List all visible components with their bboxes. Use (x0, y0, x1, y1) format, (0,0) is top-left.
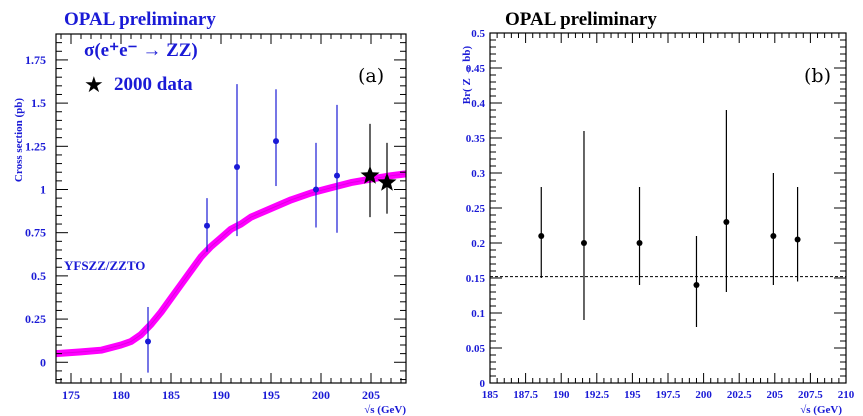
panel-b-ytick-label: 0 (480, 378, 486, 390)
panel-a-xtick-label: 175 (62, 388, 80, 402)
panel-b-xtick-label: 202.5 (727, 389, 752, 401)
panel-a-frame (55, 33, 407, 384)
panel-b-ytick-label: 0.35 (466, 133, 486, 145)
panel-b-xtick-label: 187.5 (513, 389, 538, 401)
panel-b-ytick-label: 0.3 (471, 168, 485, 180)
panel-b-xtick-label: 185 (482, 389, 499, 401)
panel-b-frame (489, 32, 847, 384)
panel-a-point (204, 222, 210, 229)
panel-a: OPAL preliminary σ(e⁺e⁻ → ZZ) ★ 2000 dat… (13, 9, 407, 416)
panel-a-point (273, 138, 279, 145)
panel-b-header: OPAL preliminary (505, 9, 657, 30)
panel-b-xtick-label: 205 (767, 389, 784, 401)
panel-a-point (145, 338, 151, 345)
panel-b-point (580, 240, 587, 246)
panel-a-xtick-label: 200 (312, 388, 330, 402)
panel-b-xtick-label: 197.5 (656, 389, 681, 401)
panel-a-xtick-label: 185 (162, 388, 180, 402)
panel-a-ytick-label: 0.75 (25, 226, 46, 240)
panel-b-point (636, 240, 643, 246)
legend-star-icon: ★ (84, 73, 104, 98)
panel-b-ytick-label: 0.2 (471, 238, 485, 250)
panel-b-point (770, 233, 777, 239)
panel-b-point (723, 219, 730, 225)
panel-b-ylabel: Br( Z → bb) (461, 45, 473, 104)
panel-b-ytick-label: 0.5 (471, 28, 485, 40)
panel-b-point (538, 233, 545, 239)
panel-b-tag: (b) (804, 65, 831, 87)
legend-2000-data: 2000 data (114, 74, 193, 95)
panel-b-ytick-label: 0.1 (471, 308, 485, 320)
panel-a-xtick-label: 195 (262, 388, 280, 402)
panel-a-point (334, 172, 340, 179)
panel-a-ytick-label: 1.75 (25, 53, 46, 67)
panel-a-ytick-label: 0.5 (31, 269, 46, 283)
legend-reaction: σ(e⁺e⁻ → ZZ) (84, 40, 198, 61)
panel-a-ytick-label: 0.25 (25, 312, 46, 326)
panel-a-xtick-label: 205 (362, 388, 380, 402)
panel-a-point (234, 164, 240, 171)
panel-a-ytick-label: 0 (40, 355, 46, 369)
panel-a-star-point (377, 172, 397, 191)
panel-a-ylabel: Cross section (pb) (13, 98, 25, 182)
panel-a-ytick-label: 1.25 (25, 139, 46, 153)
panel-b-ytick-label: 0.15 (466, 273, 486, 285)
panel-b-xtick-label: 207.5 (798, 389, 823, 401)
panel-b-ytick-label: 0.05 (466, 343, 486, 355)
panel-b-ytick-label: 0.4 (471, 98, 485, 110)
panel-a-header: OPAL preliminary (64, 9, 216, 30)
panel-a-xtick-label: 190 (212, 388, 230, 402)
panel-b-point (794, 236, 801, 243)
panel-a-ytick-label: 1.5 (31, 96, 46, 110)
model-label: YFSZZ/ZZTO (64, 258, 145, 273)
panel-a-xlabel: √s (GeV) (364, 404, 406, 416)
panel-b-point (693, 282, 700, 288)
panel-b: OPAL preliminary (b) √s (GeV) Br( Z → bb… (461, 9, 855, 416)
panel-a-xtick-label: 180 (112, 388, 130, 402)
panel-a-ytick-label: 1 (40, 182, 46, 196)
panel-b-xlabel: √s (GeV) (800, 404, 842, 416)
panel-b-xtick-label: 210 (838, 389, 855, 401)
panel-b-ytick-label: 0.45 (466, 63, 486, 75)
panel-a-star-point (360, 165, 380, 184)
panel-a-point (313, 186, 319, 193)
panel-b-ytick-label: 0.25 (466, 203, 486, 215)
panel-b-xtick-label: 200 (695, 389, 712, 401)
theory-band-center (55, 173, 407, 355)
panel-b-xtick-label: 190 (553, 389, 570, 401)
panel-a-tag: (a) (358, 65, 384, 87)
panel-b-xtick-label: 195 (624, 389, 641, 401)
panel-b-xtick-label: 192.5 (584, 389, 609, 401)
